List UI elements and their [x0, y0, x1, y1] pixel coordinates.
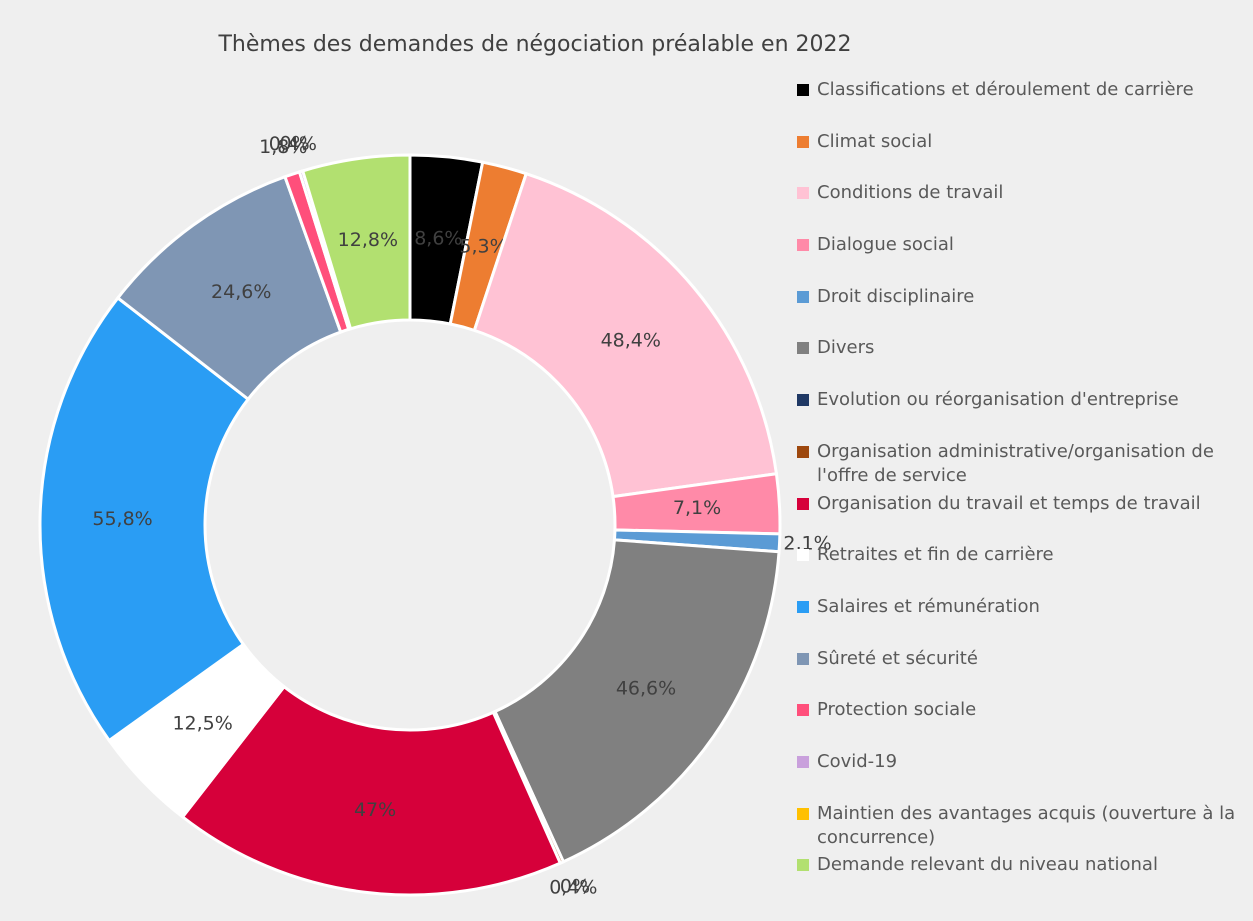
legend-label: Retraites et fin de carrière: [817, 544, 1054, 566]
legend-item: Classifications et déroulement de carriè…: [797, 78, 1247, 130]
legend-label: Organisation administrative/organisation…: [817, 440, 1214, 486]
legend-swatch: [797, 445, 809, 458]
legend-swatch: [797, 342, 809, 355]
legend: Classifications et déroulement de carriè…: [797, 78, 1247, 905]
data-label: 46,6%: [616, 678, 676, 700]
data-label: 55,8%: [92, 508, 152, 530]
donut-slice: [492, 538, 781, 864]
donut-slice: [180, 684, 563, 897]
donut-slice: [472, 171, 779, 499]
data-label: 24,6%: [211, 281, 271, 303]
data-label: 0%: [280, 133, 310, 155]
legend-label: Sûreté et sécurité: [817, 647, 978, 669]
legend-swatch: [797, 394, 809, 407]
donut-slice: [38, 295, 251, 743]
legend-swatch: [797, 239, 809, 252]
data-label: 47%: [354, 799, 396, 821]
legend-swatch: [797, 755, 809, 768]
data-label: 2,1%: [783, 533, 831, 555]
legend-item: Droit disciplinaire: [797, 285, 1247, 337]
legend-item: Sûreté et sécurité: [797, 647, 1247, 699]
chart-title: Thèmes des demandes de négociation préal…: [217, 32, 851, 57]
legend-swatch: [797, 187, 809, 200]
data-label: 8,6%: [414, 227, 462, 249]
donut-slice: [300, 153, 412, 331]
legend-item: Climat social: [797, 130, 1247, 182]
legend-label: Protection sociale: [817, 699, 977, 721]
legend-item: Maintien des avantages acquis (ouverture…: [797, 802, 1247, 854]
data-label: 1,8%: [259, 136, 307, 158]
legend-item: Retraites et fin de carrière: [797, 543, 1247, 595]
legend-label: Covid-19: [817, 750, 898, 772]
legend-label: Evolution ou réorganisation d'entreprise: [817, 389, 1179, 411]
data-label: 7,1%: [673, 497, 721, 519]
legend-swatch: [797, 652, 809, 665]
legend-swatch: [797, 859, 809, 872]
legend-label: Salaires et rémunération: [817, 595, 1040, 617]
legend-label: Demande relevant du niveau national: [817, 854, 1158, 876]
legend-swatch: [797, 497, 809, 510]
legend-swatch: [797, 84, 809, 96]
legend-label: Organisation du travail et temps de trav…: [817, 492, 1201, 514]
legend-item: Organisation du travail et temps de trav…: [797, 492, 1247, 544]
legend-label: Conditions de travail: [817, 182, 1004, 204]
legend-label: Climat social: [817, 130, 933, 152]
data-label: 48,4%: [601, 329, 661, 351]
data-label: 0%: [560, 876, 590, 898]
legend-swatch: [797, 549, 809, 562]
legend-label: Classifications et déroulement de carriè…: [817, 79, 1194, 100]
legend-swatch: [797, 600, 809, 613]
legend-item: Salaires et rémunération: [797, 595, 1247, 647]
legend-label: Droit disciplinaire: [817, 285, 975, 307]
legend-swatch: [797, 704, 809, 717]
legend-label: Divers: [817, 337, 875, 359]
legend-swatch: [797, 807, 809, 820]
legend-item: Dialogue social: [797, 233, 1247, 285]
data-label: 5,3%: [459, 236, 507, 258]
legend-item: Divers: [797, 336, 1247, 388]
data-label: 12,8%: [338, 229, 398, 251]
legend-item: Covid-19: [797, 750, 1247, 802]
legend-swatch: [797, 290, 809, 303]
legend-swatch: [797, 135, 809, 148]
legend-label: Maintien des avantages acquis (ouverture…: [817, 802, 1236, 848]
data-label: 0,4%: [269, 133, 317, 155]
legend-label: Dialogue social: [817, 234, 954, 256]
legend-item: Evolution ou réorganisation d'entreprise: [797, 388, 1247, 440]
legend-item: Protection sociale: [797, 698, 1247, 750]
data-label: 0,4%: [549, 876, 597, 898]
data-label: 12,5%: [172, 713, 232, 735]
legend-item: Demande relevant du niveau national: [797, 853, 1247, 905]
legend-item: Organisation administrative/organisation…: [797, 440, 1247, 492]
legend-item: Conditions de travail: [797, 181, 1247, 233]
